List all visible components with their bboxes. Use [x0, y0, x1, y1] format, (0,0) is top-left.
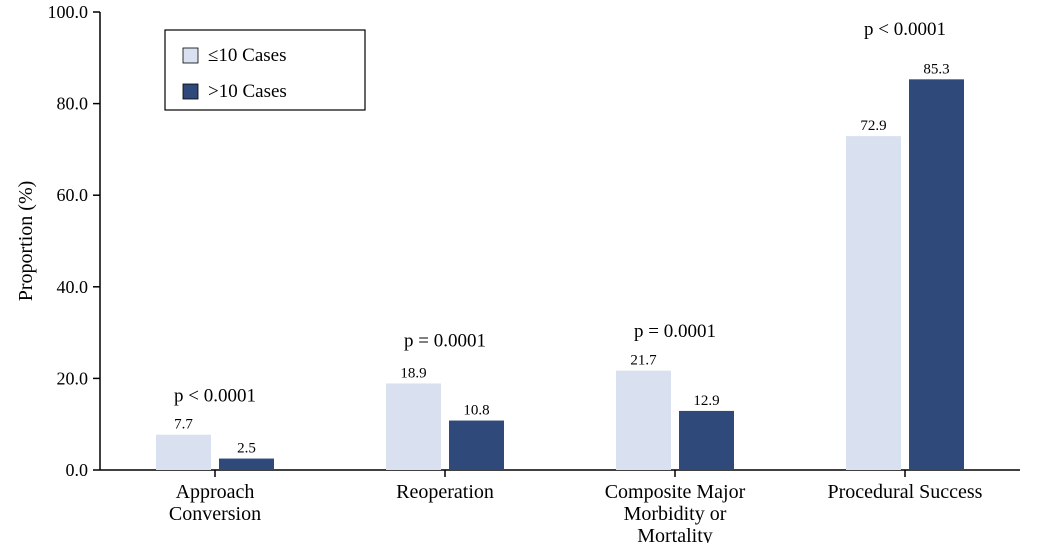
legend-label: ≤10 Cases [208, 45, 287, 66]
bar-value-label: 7.7 [174, 417, 193, 433]
x-category-label: Reoperation [396, 481, 494, 503]
legend-label: >10 Cases [208, 81, 287, 102]
p-value-label: p < 0.0001 [174, 385, 256, 406]
legend-swatch [183, 84, 198, 99]
chart-svg: 0.0 20.0 40.0 60.0 80.0 100.0 Proportion (%) Ap… [0, 0, 1050, 543]
y-tick-label: 0.0 [66, 460, 89, 480]
legend-swatch [183, 48, 198, 63]
proportion-bar-chart: 0.0 20.0 40.0 60.0 80.0 100.0 Proportion (%) Ap… [0, 0, 1050, 543]
y-tick-label: 20.0 [57, 368, 89, 388]
p-value-label: p = 0.0001 [634, 321, 716, 342]
y-axis-label: Proportion (%) [15, 181, 37, 302]
y-tick-label: 60.0 [57, 185, 89, 205]
bar-value-label: 12.9 [693, 393, 719, 409]
bar-value-label: 21.7 [630, 353, 657, 369]
x-category-label: Composite MajorMorbidity orMortality [605, 481, 746, 543]
bar [679, 411, 734, 470]
p-value-label: p = 0.0001 [404, 330, 486, 351]
bar-value-label: 10.8 [463, 403, 489, 419]
x-category-label: Procedural Success [828, 481, 983, 503]
bar [156, 435, 211, 470]
bar [846, 136, 901, 470]
bar [219, 459, 274, 470]
y-tick-label: 40.0 [57, 277, 89, 297]
bar [616, 371, 671, 470]
p-value-label: p < 0.0001 [864, 19, 946, 40]
bar-value-label: 2.5 [237, 441, 256, 457]
bar [449, 421, 504, 470]
bar-value-label: 72.9 [860, 118, 886, 134]
bar [909, 79, 964, 470]
bar-value-label: 85.3 [923, 61, 949, 77]
bar-value-label: 18.9 [400, 365, 426, 381]
y-tick-label: 80.0 [57, 94, 89, 114]
y-tick-label: 100.0 [48, 2, 89, 22]
bar [386, 383, 441, 470]
x-category-label: ApproachConversion [169, 481, 261, 525]
